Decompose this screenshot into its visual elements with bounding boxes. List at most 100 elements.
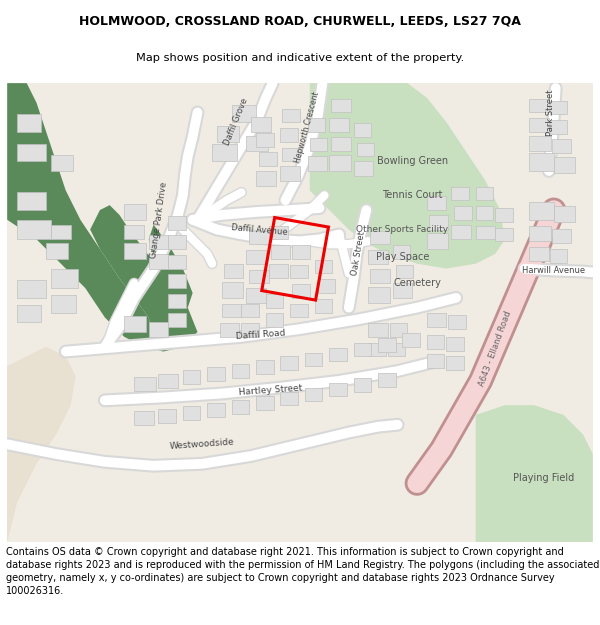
Text: Hartley Street: Hartley Street: [239, 384, 303, 398]
Bar: [183, 370, 200, 384]
Bar: [370, 231, 390, 244]
Bar: [212, 144, 236, 161]
Bar: [158, 409, 176, 422]
Bar: [446, 356, 464, 370]
Bar: [529, 226, 551, 241]
Text: Other Sports Facility: Other Sports Facility: [356, 225, 449, 234]
Polygon shape: [149, 224, 193, 308]
Bar: [168, 216, 186, 229]
Polygon shape: [7, 347, 76, 542]
Bar: [149, 236, 168, 249]
Bar: [292, 245, 310, 259]
Bar: [393, 283, 412, 298]
Bar: [134, 377, 155, 391]
Bar: [329, 118, 349, 132]
Text: Daffil Road: Daffil Road: [236, 329, 286, 341]
Bar: [446, 337, 464, 351]
Bar: [124, 316, 146, 332]
Bar: [476, 226, 495, 239]
Bar: [266, 314, 283, 327]
Bar: [290, 304, 308, 318]
Text: Grange Park Drive: Grange Park Drive: [149, 181, 169, 259]
Bar: [368, 323, 388, 337]
Bar: [495, 228, 513, 241]
Bar: [550, 101, 568, 114]
Bar: [329, 348, 347, 361]
Bar: [448, 316, 466, 329]
Bar: [329, 382, 347, 396]
Bar: [280, 166, 300, 181]
Bar: [476, 206, 493, 220]
Bar: [247, 250, 266, 264]
Bar: [168, 255, 186, 269]
Bar: [370, 269, 390, 283]
Polygon shape: [90, 205, 197, 351]
Bar: [427, 234, 448, 249]
Bar: [353, 378, 371, 391]
Bar: [51, 224, 71, 239]
Bar: [368, 250, 388, 264]
Bar: [529, 247, 549, 261]
Bar: [308, 118, 325, 132]
Bar: [368, 287, 390, 302]
Text: Daffil Grove: Daffil Grove: [223, 98, 250, 147]
Bar: [249, 231, 269, 244]
Bar: [310, 138, 328, 151]
Bar: [329, 156, 351, 171]
Bar: [269, 264, 288, 278]
Bar: [168, 294, 186, 308]
Bar: [305, 388, 322, 401]
Bar: [529, 118, 549, 132]
Bar: [256, 361, 274, 374]
Bar: [427, 314, 446, 327]
Bar: [241, 323, 259, 337]
Bar: [17, 280, 46, 298]
Bar: [256, 396, 274, 410]
Bar: [207, 403, 225, 417]
Polygon shape: [476, 405, 593, 542]
Bar: [395, 264, 413, 278]
Polygon shape: [310, 83, 505, 269]
Bar: [356, 142, 374, 156]
Bar: [220, 323, 239, 337]
Bar: [17, 305, 41, 322]
Bar: [292, 284, 310, 298]
Bar: [529, 136, 551, 151]
Bar: [390, 323, 407, 337]
Bar: [427, 196, 446, 210]
Text: Cemetery: Cemetery: [393, 278, 441, 288]
Bar: [51, 269, 79, 288]
Bar: [314, 260, 332, 274]
Bar: [269, 226, 288, 239]
Bar: [247, 288, 266, 302]
Bar: [124, 243, 146, 259]
Bar: [168, 274, 186, 288]
Bar: [427, 354, 445, 368]
Bar: [51, 295, 76, 312]
Bar: [168, 314, 186, 327]
Bar: [149, 322, 168, 337]
Bar: [529, 153, 554, 171]
Bar: [353, 123, 371, 137]
Bar: [331, 99, 351, 112]
Bar: [451, 187, 469, 200]
Bar: [550, 249, 568, 262]
Bar: [271, 245, 290, 259]
Bar: [17, 144, 46, 161]
Text: HOLMWOOD, CROSSLAND ROAD, CHURWELL, LEEDS, LS27 7QA: HOLMWOOD, CROSSLAND ROAD, CHURWELL, LEED…: [79, 16, 521, 28]
Bar: [283, 148, 300, 161]
Text: Map shows position and indicative extent of the property.: Map shows position and indicative extent…: [136, 52, 464, 62]
Bar: [124, 204, 146, 220]
Text: Oak Street: Oak Street: [350, 231, 367, 277]
Bar: [280, 356, 298, 370]
Bar: [290, 264, 308, 278]
Bar: [232, 364, 249, 378]
Bar: [280, 128, 298, 142]
Bar: [550, 120, 568, 134]
Bar: [17, 114, 41, 132]
Bar: [403, 333, 420, 347]
Text: A643 - Elland Road: A643 - Elland Road: [478, 309, 513, 388]
Bar: [529, 99, 549, 112]
Bar: [393, 245, 410, 259]
Bar: [305, 352, 322, 366]
